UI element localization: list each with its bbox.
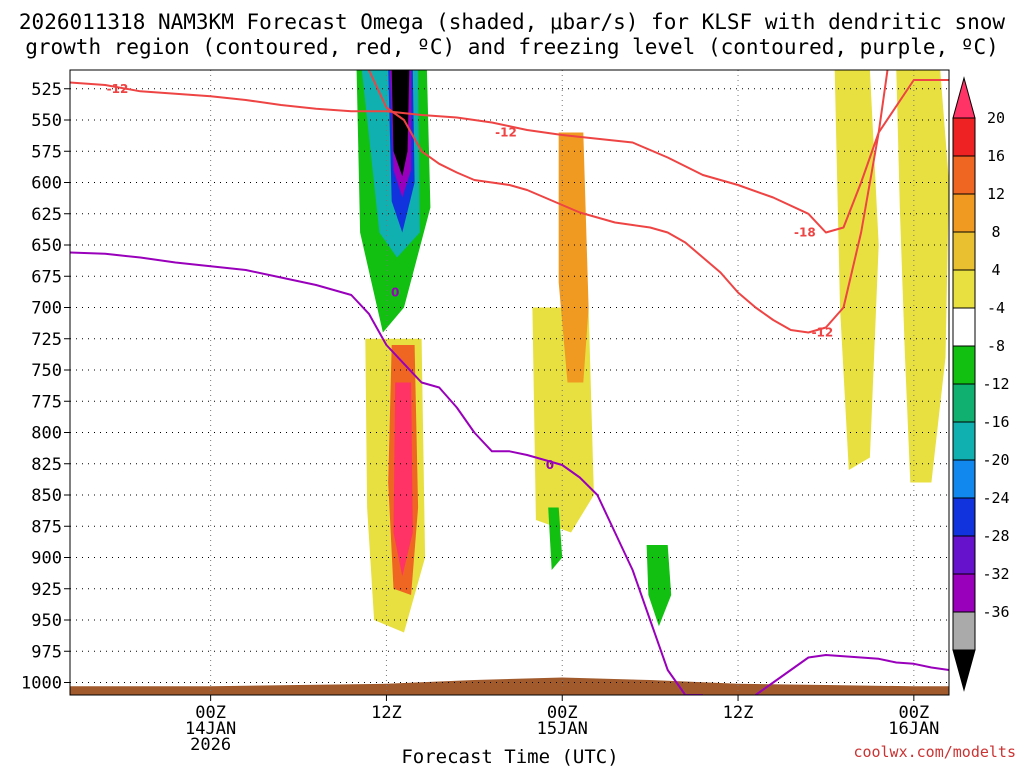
omega-region-ascent <box>646 545 672 627</box>
colorbar-label: -36 <box>982 603 1009 621</box>
colorbar-label: -24 <box>982 489 1009 507</box>
y-tick-label: 600 <box>31 174 62 194</box>
omega-region-descent <box>558 132 589 383</box>
chart-title-line2: growth region (contoured, red, ºC) and f… <box>25 35 999 59</box>
x-tick-label: 00Z <box>195 703 226 723</box>
colorbar-label: -8 <box>987 337 1005 355</box>
contour-label: -12 <box>812 326 834 340</box>
colorbar-label: -20 <box>982 451 1009 469</box>
colorbar-label: -4 <box>987 299 1005 317</box>
colorbar-swatch <box>952 231 976 271</box>
colorbar-swatch <box>952 269 976 309</box>
contour-dgz_-12_upper <box>70 79 949 234</box>
colorbar-swatch <box>952 497 976 537</box>
x-tick-label: 16JAN <box>888 719 939 739</box>
contour-labels: -12 -12 -18 -12 0 0 <box>107 82 834 472</box>
x-tick-label: 2026 <box>190 735 231 755</box>
colorbar-bottom-arrow <box>952 649 976 692</box>
contour-freezing_level_0 <box>755 654 949 695</box>
contour-label: 0 <box>391 286 399 300</box>
y-tick-label: 775 <box>31 392 62 412</box>
omega-region-descent <box>834 70 879 470</box>
contour-label: -12 <box>495 126 517 140</box>
contour-lines <box>70 70 949 695</box>
y-tick-label: 825 <box>31 455 62 475</box>
x-tick-label: 14JAN <box>185 719 236 739</box>
colorbar-label: 16 <box>987 147 1005 165</box>
colorbar-label: -12 <box>982 375 1009 393</box>
colorbar-label: 4 <box>991 261 1000 279</box>
contour-freezing_level <box>70 251 703 695</box>
x-tick-label: 12Z <box>723 703 754 723</box>
y-tick-label: 900 <box>31 549 62 569</box>
colorbar-swatch <box>952 421 976 461</box>
omega-region-ascent <box>548 507 563 570</box>
contour-label: 0 <box>546 458 554 472</box>
colorbar-swatch <box>952 345 976 385</box>
credit-text: coolwx.com/modelts <box>853 743 1016 761</box>
y-tick-label: 800 <box>31 424 62 444</box>
x-tick-label: 00Z <box>547 703 578 723</box>
contour-dgz_-12_lower <box>367 70 889 334</box>
omega-region-ascent <box>391 70 410 177</box>
y-tick-label: 675 <box>31 267 62 287</box>
colorbar-label: 20 <box>987 109 1005 127</box>
colorbar-swatch <box>952 535 976 575</box>
chart-title-line1: 2026011318 NAM3KM Forecast Omega (shaded… <box>19 10 1006 34</box>
colorbar-swatch <box>952 307 976 347</box>
colorbar-label: -28 <box>982 527 1009 545</box>
colorbar-swatch <box>952 155 976 195</box>
omega-shading <box>356 70 949 633</box>
colorbar-swatch <box>952 383 976 423</box>
terrain-layer <box>70 677 949 695</box>
y-tick-label: 525 <box>31 80 62 100</box>
colorbar-label: 12 <box>987 185 1005 203</box>
y-tick-label: 850 <box>31 486 62 506</box>
contour-label: -18 <box>794 226 816 240</box>
colorbar-label: 8 <box>991 223 1000 241</box>
terrain-surface <box>70 677 949 695</box>
y-tick-label: 925 <box>31 580 62 600</box>
plot-area: -12 -12 -18 -12 0 0 <box>70 70 949 695</box>
y-tick-label: 725 <box>31 330 62 350</box>
plot-frame <box>69 69 950 696</box>
contour-label: -12 <box>107 82 129 96</box>
colorbar-swatch <box>952 193 976 233</box>
y-tick-label: 575 <box>31 142 62 162</box>
colorbar-swatch <box>952 611 976 651</box>
colorbar-swatch <box>952 117 976 157</box>
colorbar-swatch <box>952 459 976 499</box>
grid-lines <box>70 70 949 695</box>
y-tick-label: 650 <box>31 236 62 256</box>
x-tick-label: 12Z <box>371 703 402 723</box>
x-axis-label: Forecast Time (UTC) <box>401 746 618 768</box>
colorbar-label: -16 <box>982 413 1009 431</box>
colorbar-swatch <box>952 573 976 613</box>
x-tick-label: 15JAN <box>537 719 588 739</box>
y-tick-label: 625 <box>31 205 62 225</box>
y-tick-label: 750 <box>31 361 62 381</box>
y-tick-label: 700 <box>31 299 62 319</box>
colorbar: 20 16 12 8 4 -4 -8 -12 -16 -20 -24 -28 -32 -36 <box>952 76 1010 692</box>
y-tick-label: 975 <box>31 642 62 662</box>
y-tick-label: 550 <box>31 111 62 131</box>
y-tick-label: 1000 <box>21 674 62 694</box>
omega-region-descent <box>393 382 413 577</box>
y-axis-ticks: 525 550 575 600 625 650 675 700 725 750 775 800 825 8… <box>21 80 70 694</box>
colorbar-label: -32 <box>982 565 1009 583</box>
colorbar-top-arrow <box>952 76 976 119</box>
x-tick-label: 00Z <box>898 703 929 723</box>
y-tick-label: 950 <box>31 611 62 631</box>
y-tick-label: 875 <box>31 517 62 537</box>
